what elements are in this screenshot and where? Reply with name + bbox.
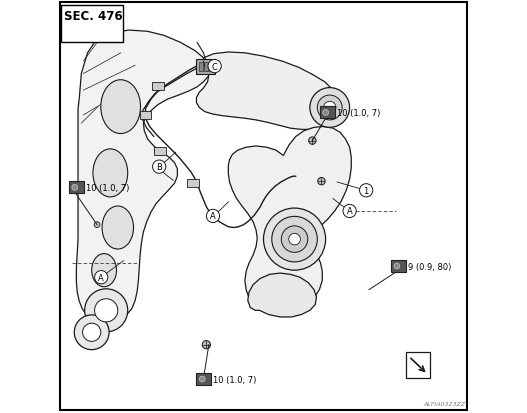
Circle shape: [343, 205, 356, 218]
FancyBboxPatch shape: [197, 373, 211, 385]
Polygon shape: [248, 273, 317, 317]
Circle shape: [289, 234, 300, 245]
Circle shape: [309, 138, 316, 145]
Bar: [62, 6, 123, 43]
Text: C: C: [212, 62, 218, 71]
Text: SEC. 476: SEC. 476: [64, 10, 123, 23]
Circle shape: [94, 271, 108, 284]
Text: ALFIA0323ZZ: ALFIA0323ZZ: [424, 401, 465, 406]
Circle shape: [202, 341, 210, 349]
Circle shape: [394, 263, 400, 269]
Circle shape: [272, 217, 317, 262]
Circle shape: [74, 315, 109, 350]
Circle shape: [94, 222, 100, 228]
FancyBboxPatch shape: [140, 112, 151, 120]
FancyBboxPatch shape: [391, 261, 406, 273]
FancyBboxPatch shape: [187, 180, 199, 188]
Circle shape: [264, 209, 326, 271]
Ellipse shape: [102, 206, 133, 249]
Text: 10 (1.0, 7): 10 (1.0, 7): [213, 375, 257, 384]
Text: A: A: [210, 212, 216, 221]
Circle shape: [323, 110, 328, 116]
Text: 10 (1.0, 7): 10 (1.0, 7): [337, 109, 380, 118]
Circle shape: [85, 289, 128, 332]
Polygon shape: [76, 31, 210, 322]
FancyBboxPatch shape: [204, 63, 209, 71]
FancyBboxPatch shape: [320, 107, 335, 119]
Text: 10 (1.0, 7): 10 (1.0, 7): [86, 183, 129, 192]
FancyBboxPatch shape: [199, 63, 203, 71]
Text: A: A: [99, 273, 104, 282]
Circle shape: [208, 60, 221, 74]
FancyBboxPatch shape: [196, 60, 216, 74]
Circle shape: [318, 178, 325, 185]
Bar: [406, 352, 431, 378]
Circle shape: [199, 376, 205, 382]
Circle shape: [310, 88, 349, 128]
Circle shape: [324, 102, 336, 114]
Text: 1: 1: [364, 186, 369, 195]
Circle shape: [317, 96, 342, 121]
Circle shape: [281, 226, 308, 253]
Ellipse shape: [92, 254, 116, 287]
Text: A: A: [347, 207, 353, 216]
Polygon shape: [197, 53, 337, 130]
Ellipse shape: [93, 150, 128, 197]
Circle shape: [152, 161, 166, 174]
Circle shape: [72, 185, 77, 191]
Text: 9 (0.9, 80): 9 (0.9, 80): [408, 262, 451, 271]
FancyBboxPatch shape: [152, 83, 164, 91]
FancyBboxPatch shape: [209, 63, 213, 71]
Ellipse shape: [101, 81, 141, 134]
FancyBboxPatch shape: [154, 148, 166, 156]
FancyBboxPatch shape: [69, 182, 84, 194]
Text: B: B: [156, 163, 162, 172]
Circle shape: [207, 210, 220, 223]
Circle shape: [359, 184, 373, 197]
Circle shape: [94, 299, 118, 322]
Circle shape: [83, 323, 101, 342]
Polygon shape: [228, 127, 352, 314]
